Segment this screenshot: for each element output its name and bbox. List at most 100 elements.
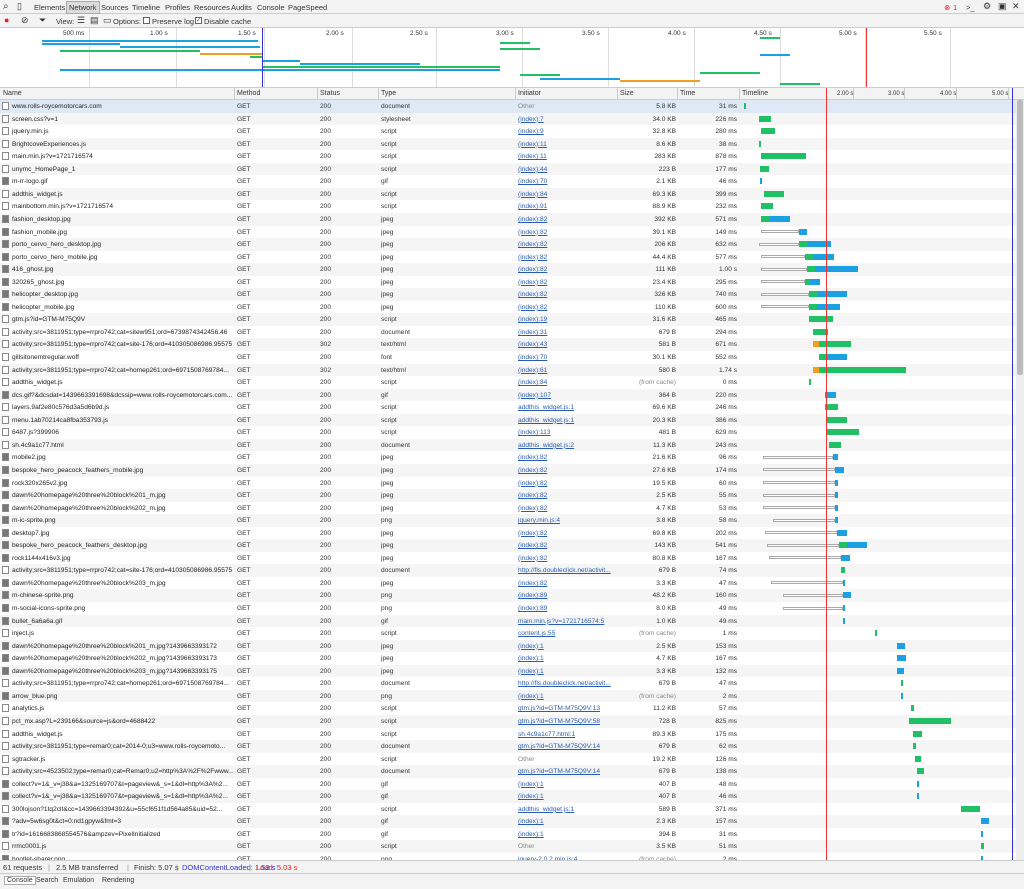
cell-initiator[interactable]: (index):82 [518, 291, 548, 299]
table-row[interactable]: m-social-icons-sprite.png GET 200 png (index… [0, 602, 1016, 615]
table-row[interactable]: sgtracker.js GET 200 script Other 19.2 KB 126 … [0, 753, 1016, 766]
waterfall-bar[interactable] [981, 843, 984, 850]
screenshot-icon[interactable]: ▭ [103, 15, 112, 25]
device-icon[interactable]: ▯ [17, 1, 22, 11]
waterfall-bar[interactable] [981, 830, 983, 837]
cell-initiator[interactable]: gtm.js?id=GTM-M75Q9V:14 [518, 768, 601, 776]
table-row[interactable]: m-rr-logo.gif GET 200 gif (index):70 2.1 KB 46… [0, 175, 1016, 188]
header-type[interactable]: Type [381, 90, 397, 97]
cell-initiator[interactable]: (index):82 [518, 303, 548, 311]
table-row[interactable]: porto_cervo_hero_mobile.jpg GET 200 jpeg (in… [0, 251, 1016, 264]
tab-profiles[interactable]: Profiles [165, 3, 191, 12]
cell-initiator[interactable]: (index):82 [518, 266, 548, 274]
waterfall-bar[interactable] [817, 341, 852, 348]
table-row[interactable]: activity;src=3811951;type=remar0;cat=201… [0, 740, 1016, 753]
waterfall-bar[interactable] [901, 692, 903, 699]
table-row[interactable]: m-ic-sprite.png GET 200 png jquery.min.js:4 3… [0, 514, 1016, 527]
waterfall-bar[interactable] [817, 366, 906, 373]
cell-initiator[interactable]: (index):82 [518, 215, 548, 223]
cell-initiator[interactable]: (index):61 [518, 366, 548, 374]
waterfall-bar[interactable] [843, 592, 852, 599]
table-row[interactable]: activity;src=3811951;type=rrpro742;cat=h… [0, 363, 1016, 377]
waterfall-bar[interactable] [961, 805, 980, 812]
cell-initiator[interactable]: (index):1 [518, 667, 544, 675]
cell-initiator[interactable]: (index):82 [518, 228, 548, 236]
cell-initiator[interactable]: http://fls.doubleclick.net/activit... [518, 567, 611, 575]
waterfall-bar[interactable] [760, 165, 770, 172]
waterfall-bar[interactable] [897, 655, 906, 662]
cell-initiator[interactable]: (index):1 [518, 655, 544, 663]
waterfall-bar[interactable] [809, 291, 847, 298]
gear-icon[interactable]: ⚙ [983, 1, 992, 11]
waterfall-bar[interactable] [827, 416, 847, 423]
cell-initiator[interactable]: (index):43 [518, 341, 548, 349]
table-row[interactable]: menu.1ab70214ca8fba353793.js GET 200 script… [0, 413, 1016, 427]
waterfall-bar[interactable] [981, 818, 989, 825]
table-row[interactable]: dawn%20homepage%20three%20block%203_m.jp… [0, 664, 1016, 678]
table-row[interactable]: addthis_widget.js GET 200 script (index):84 6… [0, 187, 1016, 201]
waterfall-bar[interactable] [901, 680, 904, 687]
cell-initiator[interactable]: (index):107 [518, 391, 551, 399]
cell-initiator[interactable]: gtm.js?id=GTM-M75Q9V:13 [518, 705, 601, 713]
table-row[interactable]: desktop7.jpg GET 200 jpeg (index):82 69.8 KB 2… [0, 527, 1016, 540]
cell-initiator[interactable]: (index):82 [518, 579, 548, 587]
table-row[interactable]: activity;src=4523502;type=remar0;cat=Rem… [0, 765, 1016, 778]
table-row[interactable]: layers.9af2e80c576d3a5d6b9d.js GET 200 scri… [0, 401, 1016, 414]
cell-initiator[interactable]: Other [518, 103, 535, 110]
table-row[interactable]: rrmc0001.js GET 200 script Other 3.5 KB 51 ms [0, 840, 1016, 854]
table-row[interactable]: bespoke_hero_peacock_feathers_desktop.jp… [0, 539, 1016, 552]
waterfall-bar[interactable] [809, 316, 833, 323]
waterfall-bar[interactable] [835, 479, 839, 486]
table-row[interactable]: main.min.js?v=1721716574 GET 200 script (ind… [0, 150, 1016, 163]
cell-initiator[interactable]: (index):1 [518, 692, 544, 700]
waterfall-bar[interactable] [913, 730, 922, 737]
waterfall-bar[interactable] [805, 253, 835, 260]
table-row[interactable]: collect?v=1&_v=j38&a=1325169707&t=pagevi… [0, 790, 1016, 803]
waterfall-bar[interactable] [809, 303, 840, 310]
waterfall-bar[interactable] [827, 429, 860, 436]
waterfall-bar[interactable] [799, 228, 807, 235]
table-row[interactable]: gillsitonemtregular.woff GET 200 font (index… [0, 351, 1016, 364]
cell-initiator[interactable]: jquery-2.0.2.min.js:4 [518, 856, 578, 860]
cell-initiator[interactable]: (index):82 [518, 241, 548, 249]
waterfall-bar[interactable] [897, 667, 904, 674]
table-row[interactable]: dawn%20homepage%20three%20block%203_m.jp… [0, 577, 1016, 590]
cell-initiator[interactable]: (index):70 [518, 178, 548, 186]
cell-initiator[interactable]: (index):89 [518, 605, 548, 612]
table-row[interactable]: arrow_blue.png GET 200 png (index):1 (from ca… [0, 689, 1016, 703]
disable-cache-checkbox[interactable]: ✓ [195, 17, 202, 24]
waterfall-bar[interactable] [843, 579, 846, 586]
waterfall-bar[interactable] [843, 617, 846, 624]
cell-initiator[interactable]: (index):1 [518, 780, 544, 788]
waterfall-bar[interactable] [761, 203, 773, 210]
drawer-tab-emulation[interactable]: Emulation [63, 877, 95, 884]
preserve-log-checkbox[interactable] [143, 17, 150, 24]
cell-initiator[interactable]: (index):82 [518, 529, 548, 537]
table-row[interactable]: 300lojson?1tq2clt&cc=1439663394392&u=55c… [0, 803, 1016, 816]
table-row[interactable]: 320265_ghost.jpg GET 200 jpeg (index):82 23.4… [0, 276, 1016, 289]
cell-initiator[interactable]: addthis_widget.js:2 [518, 441, 575, 449]
header-method[interactable]: Method [237, 90, 261, 97]
waterfall-bar[interactable] [915, 755, 922, 762]
table-row[interactable]: activity;src=3811951;type=rrpro742;cat=s… [0, 564, 1016, 577]
waterfall-bar[interactable] [809, 379, 811, 386]
waterfall-bar[interactable] [917, 793, 920, 800]
table-row[interactable]: www.rolls-roycemotorcars.com GET 200 docume… [0, 100, 1016, 113]
waterfall-bar[interactable] [813, 328, 828, 335]
filter-icon[interactable]: ⏷ [39, 15, 47, 25]
cell-initiator[interactable]: (index):44 [518, 165, 548, 173]
scrollbar-thumb[interactable] [1017, 100, 1023, 375]
drawer-tab-rendering[interactable]: Rendering [102, 877, 135, 884]
waterfall-bar[interactable] [805, 278, 821, 285]
table-row[interactable]: 6487.js?399906 GET 200 script (index):113 481… [0, 426, 1016, 439]
cell-initiator[interactable]: (index):82 [518, 542, 548, 550]
header-name[interactable]: Name [3, 90, 22, 97]
table-row[interactable]: helicopter_mobile.jpg GET 200 jpeg (index):8… [0, 301, 1016, 314]
waterfall-bar[interactable] [825, 404, 838, 411]
waterfall-bar[interactable] [759, 115, 771, 122]
table-row[interactable]: mobile2.jpg GET 200 jpeg (index):82 21.6 KB 96… [0, 451, 1016, 464]
waterfall-bar[interactable] [841, 567, 845, 574]
cell-initiator[interactable]: (index):1 [518, 818, 544, 826]
cell-initiator[interactable]: (index):91 [518, 203, 548, 211]
waterfall-bar[interactable] [835, 466, 844, 473]
